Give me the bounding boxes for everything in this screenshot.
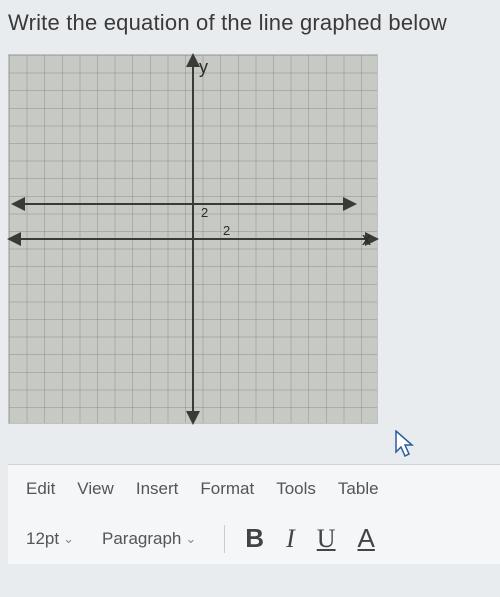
bold-button[interactable]: B (245, 523, 264, 554)
menu-tools[interactable]: Tools (276, 479, 316, 499)
paragraph-style-select[interactable]: Paragraph ⌄ (102, 529, 210, 549)
y-axis-label: y (199, 57, 208, 78)
chevron-down-icon: ⌄ (63, 531, 74, 547)
graphed-line (21, 203, 347, 205)
menu-edit[interactable]: Edit (26, 479, 55, 499)
y-axis-arrow-up (186, 53, 200, 67)
menu-table[interactable]: Table (338, 479, 379, 499)
editor-toolbar: 12pt ⌄ Paragraph ⌄ B I U A (26, 523, 490, 554)
x-axis-label: x (362, 229, 371, 250)
font-size-value: 12pt (26, 529, 59, 549)
menu-view[interactable]: View (77, 479, 114, 499)
underline-button[interactable]: U (317, 524, 336, 554)
menu-format[interactable]: Format (200, 479, 254, 499)
chevron-down-icon: ⌄ (185, 531, 196, 547)
x-axis (9, 238, 377, 240)
y-axis-arrow-down (186, 411, 200, 425)
menu-insert[interactable]: Insert (136, 479, 179, 499)
x-axis-arrow-left (7, 232, 21, 246)
paragraph-style-value: Paragraph (102, 529, 181, 549)
line-arrow-left (11, 197, 25, 211)
italic-button[interactable]: I (286, 524, 295, 554)
rich-text-editor: Edit View Insert Format Tools Table 12pt… (8, 464, 500, 564)
font-size-select[interactable]: 12pt ⌄ (26, 529, 88, 549)
editor-menubar: Edit View Insert Format Tools Table (26, 479, 490, 499)
tick-label-y2: 2 (201, 205, 208, 220)
toolbar-divider (224, 525, 225, 553)
text-color-button[interactable]: A (358, 523, 375, 554)
question-text: Write the equation of the line graphed b… (8, 10, 500, 36)
tick-label-x2: 2 (223, 223, 230, 238)
line-arrow-right (343, 197, 357, 211)
graph-image: y x 2 2 (8, 54, 378, 424)
